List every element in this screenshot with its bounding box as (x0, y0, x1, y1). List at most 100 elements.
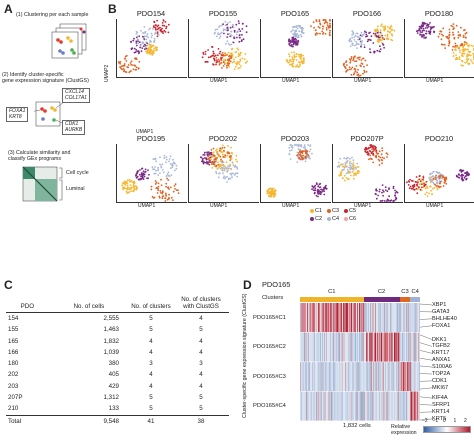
label-cell-cycle: Cell cycle (66, 170, 89, 176)
legend-label: C6 (349, 216, 357, 222)
table-cell: 166 (8, 348, 19, 356)
clustering-illustration (51, 23, 87, 59)
cluster-bar-c4 (410, 297, 420, 302)
umap-xlabel: UMAP1 (354, 203, 372, 209)
umap-title: PDO210 (424, 134, 454, 143)
gene-box-top: CXCL14 COL17A1 (62, 88, 90, 104)
heatmap-row-label: PDO165#C3 (253, 373, 286, 380)
umap-plot-area (332, 19, 403, 78)
umap-title: PDO203 (280, 134, 310, 143)
umap-plot-area (260, 19, 331, 78)
umap-plot-area (116, 144, 187, 203)
heatmap-xlabel: 1,832 cells (343, 423, 371, 429)
panel-letter-a: A (4, 2, 13, 16)
gene-label: KRT14 (432, 408, 450, 415)
gene-cxcl14: CXCL14 (65, 89, 84, 95)
table-row: 165 1,832 4 4 (6, 336, 229, 347)
umap-scatter (121, 154, 180, 202)
umap-panel-pdo166: PDO166 UMAP1 (332, 9, 403, 84)
table-cell: 1,832 (103, 337, 119, 345)
umap-ylabel-first: UMAP2 (104, 64, 110, 82)
legend-swatch (310, 209, 314, 213)
umap-xlabel: UMAP1 (354, 78, 372, 84)
umap-title: PDO155 (208, 9, 238, 18)
gene-label-connectors (420, 303, 433, 421)
table-cell: 202 (8, 371, 19, 379)
gene-foxa1: FOXA1 (9, 108, 26, 114)
gene-krt8: KRT8 (9, 113, 22, 120)
umap-panel-pdo210: PDO210 UMAP1 (404, 134, 474, 209)
umap-xlabel: UMAP1 (210, 203, 228, 209)
summary-table: PDO No. of cells No. of clusters No. of … (6, 296, 229, 427)
cluster-bar-c1 (300, 297, 364, 302)
gene-label: CDK1 (432, 377, 447, 384)
col-header-pdo: PDO (6, 296, 49, 313)
panel-letter-c: C (4, 278, 13, 292)
table-cell: 4 (199, 315, 203, 322)
gene-label: ANXA1 (432, 357, 451, 364)
table-cell: 4 (149, 371, 153, 379)
clusters-label: Clusters (262, 295, 284, 301)
umap-scatter (266, 144, 328, 198)
umap-xlabel: UMAP1 (138, 203, 156, 209)
umap-xlabel-first: UMAP1 (136, 129, 154, 135)
umap-title: PDO166 (352, 9, 382, 18)
table-cell: 429 (108, 382, 119, 390)
table-row-total: Total 9,548 41 38 (6, 414, 229, 427)
legend-item-c2: C2 (310, 216, 322, 222)
legend-label: C4 (332, 216, 340, 222)
legend-item-c5: C5 (344, 208, 356, 214)
colorbar-tick: 1 (453, 418, 457, 424)
gene-label: TOP2A (432, 371, 451, 377)
col-header-clustgs: No. of clusters with ClustGS (173, 296, 229, 313)
table-row: 210 133 5 5 (6, 403, 229, 415)
umap-xlabel: UMAP1 (426, 78, 444, 84)
umap-scatter (406, 169, 470, 198)
table-row: 207P 1,312 5 5 (6, 392, 229, 403)
gene-cdk1: CDK1 (65, 121, 79, 127)
umap-panel-pdo207p: PDO207P UMAP1 (332, 134, 403, 209)
gene-label: MKI67 (432, 384, 449, 391)
legend-label: C5 (349, 208, 357, 214)
heatmap-title: PDO165 (262, 280, 291, 289)
heatmap-grid (300, 303, 420, 421)
cluster-bar-label: C1 (328, 289, 336, 295)
table-cell: 380 (108, 360, 119, 368)
legend-swatch (327, 209, 331, 213)
legend-swatch (327, 217, 331, 221)
gene-label: BHLHE40 (432, 315, 457, 322)
heatmap-row-label: PDO165#C1 (253, 314, 286, 321)
legend-label: C3 (332, 208, 340, 214)
table-cell: 4 (149, 337, 153, 345)
legend-item-c4: C4 (327, 216, 339, 222)
umap-title: PDO165 (280, 9, 310, 18)
umap-xlabel: UMAP1 (282, 203, 300, 209)
table-cell: 203 (8, 382, 19, 390)
umap-scatter (342, 23, 396, 77)
colorbar (423, 426, 471, 433)
gene-col17a1: COL17A1 (65, 94, 87, 101)
gene-label: KIF4A (432, 395, 448, 402)
gene-label: FOXA1 (432, 322, 451, 329)
gene-label: S100A6 (432, 364, 452, 371)
gene-label: SFRP1 (432, 402, 451, 409)
table-cell: 165 (8, 337, 19, 345)
col-header-cells: No. of cells (48, 296, 129, 313)
panel-letter-b: B (108, 2, 117, 16)
gene-label: GATA3 (432, 308, 450, 315)
legend-label: C2 (315, 216, 323, 222)
panel-letter-d: D (243, 278, 252, 292)
heatmap-ylabel: Cluster-specific gene expression signatu… (242, 293, 248, 418)
umap-plot-area (332, 144, 403, 203)
table-cell: 207P (8, 394, 23, 402)
umap-plot-area (188, 19, 259, 78)
table-cell: 5 (149, 405, 153, 413)
similarity-matrix-icon (22, 166, 58, 202)
table-cell: 4 (199, 337, 203, 345)
total-label: Total (6, 414, 49, 427)
table-cell: 5 (199, 326, 203, 334)
umap-scatter (285, 19, 331, 68)
legend-item-c3: C3 (327, 208, 339, 214)
umap-scatter (336, 144, 399, 202)
umap-xlabel: UMAP1 (210, 78, 228, 84)
